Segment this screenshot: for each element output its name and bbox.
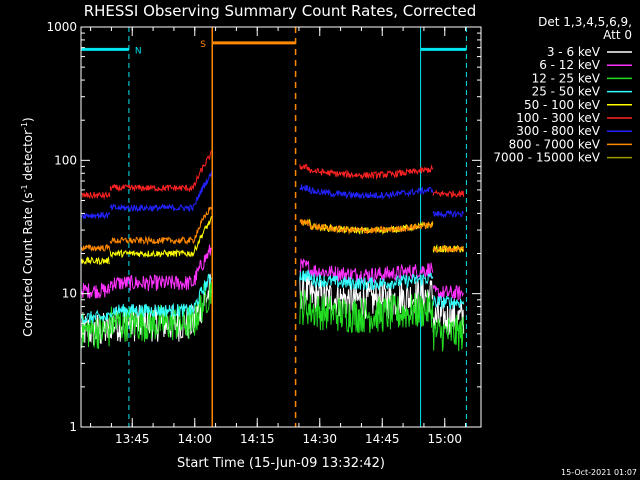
series-line <box>80 211 111 220</box>
series-line <box>432 244 465 254</box>
series-line <box>80 312 111 350</box>
legend-label: 50 - 100 keV <box>524 98 601 112</box>
x-tick-label: 14:15 <box>240 432 275 446</box>
legend-label: 800 - 7000 keV <box>509 137 601 151</box>
series-line <box>299 218 434 236</box>
y-axis-label-part3: ) <box>21 117 35 122</box>
legend-header-2: Att 0 <box>603 28 632 42</box>
y-axis-label-sup1: -1 <box>20 184 29 192</box>
series-line <box>109 280 212 342</box>
y-tick-label: 1000 <box>46 20 77 34</box>
legend-label: 12 - 25 keV <box>532 71 601 85</box>
night-label: N <box>135 46 142 56</box>
series-line <box>299 184 434 201</box>
x-tick-label: 15:00 <box>427 432 462 446</box>
series-line <box>432 189 465 198</box>
series-line <box>109 273 212 318</box>
x-tick-label: 14:45 <box>365 432 400 446</box>
series-line <box>109 171 212 213</box>
footer-timestamp: 15-Oct-2021 01:07 <box>561 468 637 477</box>
series-lines <box>80 150 465 352</box>
series-line <box>432 285 465 301</box>
y-tick-label: 100 <box>54 153 77 167</box>
series-line <box>432 295 465 310</box>
legend-label: 7000 - 15000 keV <box>493 151 600 165</box>
plot-frame <box>80 26 482 428</box>
y-tick-label: 10 <box>62 287 77 301</box>
x-axis-ticks: 13:45 14:00 14:15 14:30 14:45 15:00 <box>90 27 467 446</box>
chart-title: RHESSI Observing Summary Count Rates, Co… <box>84 2 477 20</box>
x-tick-label: 13:45 <box>115 432 150 446</box>
saa-label: S <box>200 40 206 50</box>
series-line <box>80 244 111 252</box>
series-line <box>299 269 434 291</box>
series-line <box>432 209 464 219</box>
legend-label: 300 - 800 keV <box>516 124 600 138</box>
series-line <box>80 309 111 325</box>
series-line <box>80 282 111 299</box>
y-axis-label-sup2: -1 <box>20 122 29 130</box>
series-line <box>109 150 212 193</box>
series-line <box>299 274 434 319</box>
saa-interval: S <box>200 27 297 427</box>
series-line <box>109 216 212 259</box>
x-tick-label: 14:30 <box>302 432 337 446</box>
legend-label: 3 - 6 keV <box>547 45 601 59</box>
series-line <box>299 258 434 284</box>
y-axis-label-part1: Corrected Count Rate (s <box>21 192 35 336</box>
series-line <box>109 244 212 292</box>
legend-header-1: Det 1,3,4,5,6,9, <box>538 15 632 29</box>
y-axis-ticks: 1 10 100 1000 <box>46 20 481 434</box>
legend-label: 100 - 300 keV <box>516 111 600 125</box>
y-axis-label: Corrected Count Rate (s-1 detector-1) <box>20 117 35 336</box>
y-axis-label-part2: detector <box>21 130 35 185</box>
x-axis-label: Start Time (15-Jun-09 13:32:42) <box>177 456 385 471</box>
series-line <box>80 256 110 266</box>
legend-label: 25 - 50 keV <box>532 85 601 99</box>
x-tick-label: 14:00 <box>177 432 212 446</box>
legend-label: 6 - 12 keV <box>539 58 601 72</box>
series-line <box>299 290 434 334</box>
series-line <box>109 206 212 246</box>
series-line <box>80 191 111 200</box>
y-tick-label: 1 <box>69 420 77 434</box>
series-line <box>432 314 465 352</box>
series-line <box>299 163 434 181</box>
